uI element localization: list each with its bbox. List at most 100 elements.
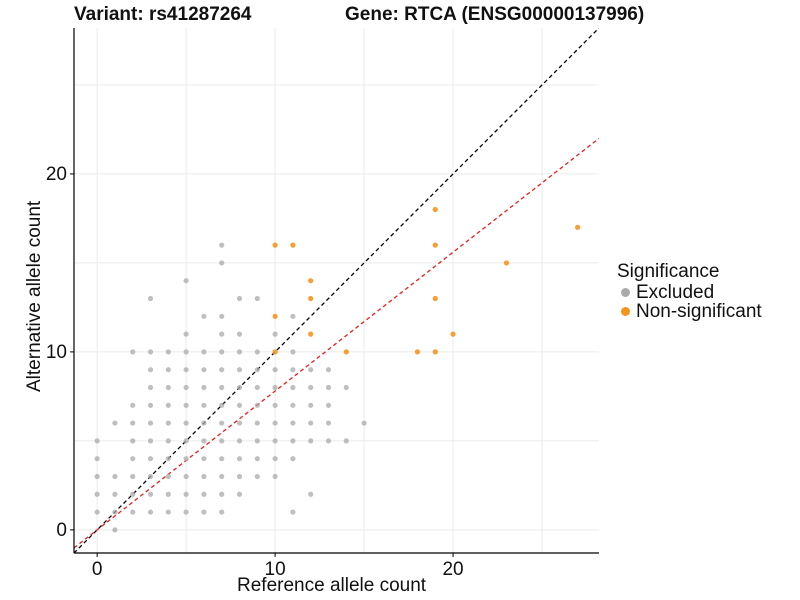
point-excluded	[272, 456, 278, 462]
point-excluded	[183, 384, 189, 391]
point-excluded	[130, 438, 136, 444]
point-excluded	[201, 349, 207, 355]
point-excluded	[201, 402, 207, 408]
point-non-significant	[432, 206, 438, 213]
point-excluded	[236, 473, 243, 480]
legend-marker-non-significant	[621, 307, 630, 316]
point-excluded	[236, 491, 243, 497]
point-excluded	[219, 491, 225, 497]
point-excluded	[147, 384, 154, 391]
point-excluded	[219, 242, 225, 248]
point-excluded	[130, 420, 136, 426]
point-excluded	[201, 420, 207, 426]
point-excluded	[254, 402, 260, 408]
point-excluded	[183, 349, 189, 355]
point-excluded	[94, 491, 100, 497]
point-excluded	[272, 420, 278, 426]
point-excluded	[254, 384, 260, 391]
point-excluded	[130, 491, 136, 497]
point-excluded	[165, 349, 171, 355]
point-excluded	[147, 456, 154, 462]
point-excluded	[147, 367, 154, 373]
point-excluded	[219, 384, 225, 391]
point-excluded	[236, 438, 243, 444]
point-excluded	[183, 402, 189, 408]
point-excluded	[147, 491, 154, 497]
legend-item-non-significant: Non-significant	[617, 301, 762, 322]
point-excluded	[201, 491, 207, 497]
point-excluded	[272, 473, 278, 480]
point-excluded	[343, 384, 349, 391]
point-excluded	[147, 295, 154, 302]
point-excluded	[325, 384, 332, 391]
point-excluded	[201, 509, 207, 515]
point-excluded	[272, 331, 278, 337]
reference-lines	[74, 28, 599, 553]
point-excluded	[290, 384, 296, 391]
legend-title: Significance	[617, 261, 720, 282]
point-non-significant	[503, 260, 510, 266]
point-excluded	[219, 420, 225, 426]
point-excluded	[254, 295, 260, 302]
point-excluded	[325, 367, 332, 373]
point-excluded	[254, 473, 260, 480]
point-excluded	[219, 456, 225, 462]
point-excluded	[94, 456, 100, 462]
point-excluded	[236, 420, 243, 426]
chart-title-gene: Gene: RTCA (ENSG00000137996)	[345, 4, 645, 25]
point-excluded	[254, 438, 260, 444]
point-excluded	[130, 473, 136, 480]
point-excluded	[183, 456, 189, 462]
point-excluded	[183, 473, 189, 480]
point-excluded	[308, 491, 314, 497]
point-non-significant	[308, 295, 314, 302]
point-excluded	[183, 420, 189, 426]
point-excluded	[183, 438, 189, 444]
point-excluded	[147, 402, 154, 408]
point-excluded	[165, 438, 171, 444]
point-non-significant	[414, 349, 421, 355]
point-excluded	[290, 509, 296, 515]
point-excluded	[94, 509, 100, 515]
point-excluded	[236, 384, 243, 391]
point-excluded	[272, 367, 278, 373]
point-excluded	[183, 367, 189, 373]
reference-line-identity	[74, 28, 599, 553]
point-excluded	[147, 438, 154, 444]
point-excluded	[94, 438, 100, 444]
point-excluded	[201, 438, 207, 444]
point-excluded	[112, 527, 118, 533]
point-non-significant	[343, 349, 349, 355]
point-excluded	[236, 367, 243, 373]
grid-lines	[74, 28, 599, 553]
legend-marker-excluded	[621, 288, 630, 297]
point-excluded	[290, 456, 296, 462]
point-excluded	[254, 349, 260, 355]
point-excluded	[183, 278, 189, 284]
point-excluded	[201, 473, 207, 480]
point-excluded	[165, 491, 171, 497]
point-excluded	[219, 313, 225, 319]
point-excluded	[308, 367, 314, 373]
point-excluded	[236, 349, 243, 355]
point-excluded	[308, 402, 314, 408]
point-excluded	[183, 509, 189, 515]
point-excluded	[290, 313, 296, 319]
point-excluded	[219, 260, 225, 266]
point-excluded	[165, 473, 171, 480]
point-non-significant	[432, 295, 438, 302]
point-non-significant	[308, 278, 314, 284]
point-excluded	[112, 473, 118, 480]
y-axis-label: Alternative allele count	[24, 200, 45, 392]
point-excluded	[290, 438, 296, 444]
point-excluded	[272, 438, 278, 444]
point-excluded	[219, 331, 225, 337]
point-excluded	[147, 473, 154, 480]
point-non-significant	[272, 349, 278, 355]
point-excluded	[94, 473, 100, 480]
point-excluded	[219, 473, 225, 480]
point-excluded	[165, 456, 171, 462]
point-non-significant	[290, 242, 296, 248]
point-excluded	[236, 295, 243, 302]
